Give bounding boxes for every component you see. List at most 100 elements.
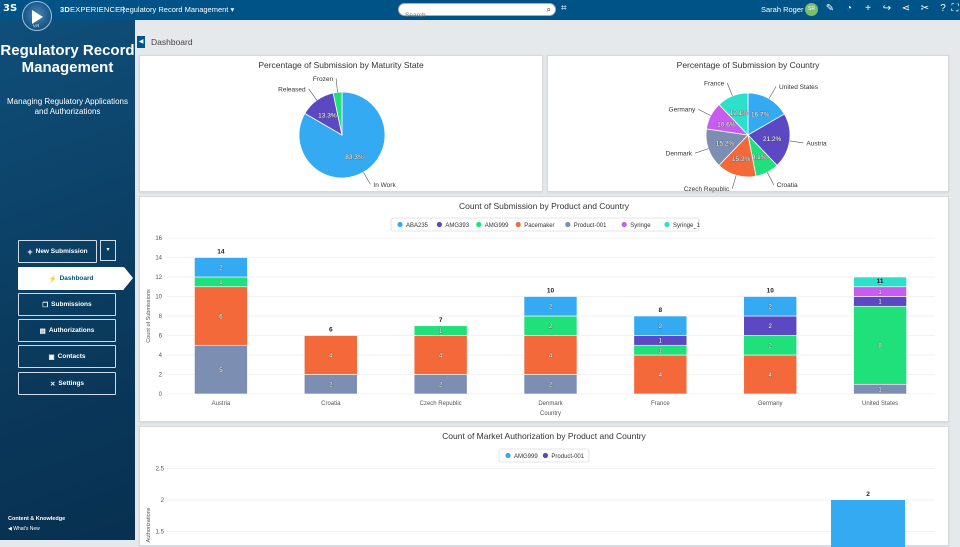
bar-segment <box>853 276 907 288</box>
document-icon: ▤ <box>39 327 46 335</box>
fullscreen-icon[interactable]: ⛶ <box>951 3 959 14</box>
collapse-sidebar-button[interactable]: ◀ <box>137 36 145 48</box>
dashboard-icon: ⚡ <box>48 275 57 283</box>
user-name[interactable]: Sarah Roger <box>761 5 804 14</box>
nav-settings[interactable]: ✕ Settings <box>18 372 116 395</box>
segment-value-label: 8 <box>878 344 882 350</box>
plus-icon: + <box>27 246 33 257</box>
search-box[interactable]: ⌕ <box>398 3 556 21</box>
segment-value-label: 1 <box>439 329 443 335</box>
segment-value-label: 4 <box>549 353 553 359</box>
pie-slice <box>332 91 343 136</box>
y-tick-label: 16 <box>155 236 162 242</box>
tag-icon[interactable]: ⌗ <box>561 3 567 14</box>
help-icon[interactable]: ? <box>940 3 946 14</box>
segment-value-label: 2 <box>439 383 443 389</box>
y-tick-label: 1.5 <box>156 530 165 536</box>
segment-value-label: 2 <box>549 324 553 330</box>
x-tick-label: United States <box>862 401 898 407</box>
chart-title: Count of Submission by Product and Count… <box>458 201 630 211</box>
legend-swatch <box>505 452 511 459</box>
pie-slice <box>747 113 791 166</box>
slice-value-label: 13.3% <box>318 112 337 119</box>
chevron-left-icon: ◀ <box>138 39 144 45</box>
bar-segment <box>194 344 248 395</box>
footer-title: Content & Knowledge <box>8 516 66 522</box>
legend-label: Product-001 <box>551 454 584 460</box>
share-icon[interactable]: ↪ <box>882 3 892 14</box>
nav-contacts[interactable]: ▣ Contacts <box>18 345 116 368</box>
bar-segment <box>853 305 907 385</box>
legend-swatch <box>476 221 482 228</box>
y-tick-label: 0 <box>159 392 163 398</box>
tools-icon[interactable]: ✂ <box>920 3 930 14</box>
ds-logo-icon: 3S <box>3 3 18 14</box>
legend-swatch <box>664 221 670 228</box>
segment-value-label: 2 <box>549 383 553 389</box>
avatar[interactable]: SR <box>805 3 818 16</box>
nav-authorizations[interactable]: ▤ Authorizations <box>18 319 116 342</box>
slice-category-label: Austria <box>806 140 827 147</box>
slice-category-label: France <box>704 80 725 87</box>
legend-swatch <box>515 221 521 228</box>
app-switcher[interactable]: Regulatory Record Management ▾ <box>120 5 234 14</box>
slice-value-label: 10.6% <box>717 121 736 128</box>
segment-value-label: 4 <box>659 373 663 379</box>
segment-value-label: 4 <box>329 353 333 359</box>
nav-submissions[interactable]: ❐ Submissions <box>18 293 116 316</box>
x-tick-label: Czech Republic <box>420 401 462 407</box>
feedback-icon[interactable]: ✎ <box>825 3 835 14</box>
leader-line <box>698 108 711 116</box>
maturity-state-card: Percentage of Submission by Maturity Sta… <box>139 55 543 192</box>
segment-value-label: 5 <box>219 368 223 374</box>
bar-segment <box>523 335 578 375</box>
app-name: Regulatory Record Management <box>120 5 229 14</box>
legend-label: Pacemaker <box>524 223 554 229</box>
slice-category-label: Czech Republic <box>684 186 730 193</box>
collaborate-icon[interactable]: ⋖ <box>901 3 911 14</box>
x-tick-label: Denmark <box>538 401 563 407</box>
leader-line <box>768 86 777 99</box>
nav-label: Dashboard <box>59 275 94 282</box>
contact-card-icon: ▣ <box>48 353 55 361</box>
compass-label: V,R <box>33 23 40 28</box>
new-submission-dropdown[interactable]: ▾ <box>100 240 116 261</box>
brand-experience: EXPERIENCE <box>70 5 121 14</box>
brand-label: 3DEXPERIENCE | <box>60 5 125 14</box>
segment-value-label: 4 <box>769 373 773 379</box>
bar-segment <box>523 296 578 317</box>
x-tick-label: France <box>651 401 670 407</box>
segment-value-label: 4 <box>439 353 443 359</box>
segment-value-label: 1 <box>219 280 223 286</box>
search-input[interactable] <box>399 10 539 21</box>
leader-line <box>731 175 737 189</box>
add-icon[interactable]: + <box>865 3 871 14</box>
nav-dashboard[interactable]: ⚡ Dashboard <box>18 267 124 290</box>
bar-total-label: 7 <box>439 317 443 324</box>
nav-label: Contacts <box>57 353 86 360</box>
legend-swatch <box>565 221 571 228</box>
authorization-bar: 1.5 2 2.5 Authorizations AMG999 Product-001 2 <box>146 448 935 547</box>
compass-button[interactable]: V,R <box>22 1 52 31</box>
bar-value-label: 2 <box>866 491 870 498</box>
segment-value-label: 1 <box>878 300 882 306</box>
slice-category-label: In Work <box>373 182 396 189</box>
bar-segment <box>413 335 468 375</box>
whats-new-link[interactable]: ◀ What's New <box>8 526 40 532</box>
search-icon[interactable]: ⌕ <box>546 5 551 14</box>
y-tick-label: 2 <box>159 373 163 379</box>
chevron-down-icon: ▾ <box>106 247 110 253</box>
segment-value-label: 1 <box>878 290 882 296</box>
segment-value-label: 1 <box>878 280 882 286</box>
new-submission-button[interactable]: + New Submission <box>18 240 97 263</box>
bar-total-label: 10 <box>547 288 555 295</box>
slice-value-label: 9.1% <box>752 154 767 161</box>
y-tick-label: 6 <box>159 334 163 340</box>
leader-line <box>335 78 338 93</box>
y-tick-label: 12 <box>155 275 162 281</box>
legend-swatch <box>542 452 548 459</box>
y-tick-label: 8 <box>159 314 163 320</box>
bar-total-label: 14 <box>217 249 225 256</box>
notifications-icon[interactable]: ◔ <box>845 3 853 14</box>
legend-swatch <box>436 221 442 228</box>
